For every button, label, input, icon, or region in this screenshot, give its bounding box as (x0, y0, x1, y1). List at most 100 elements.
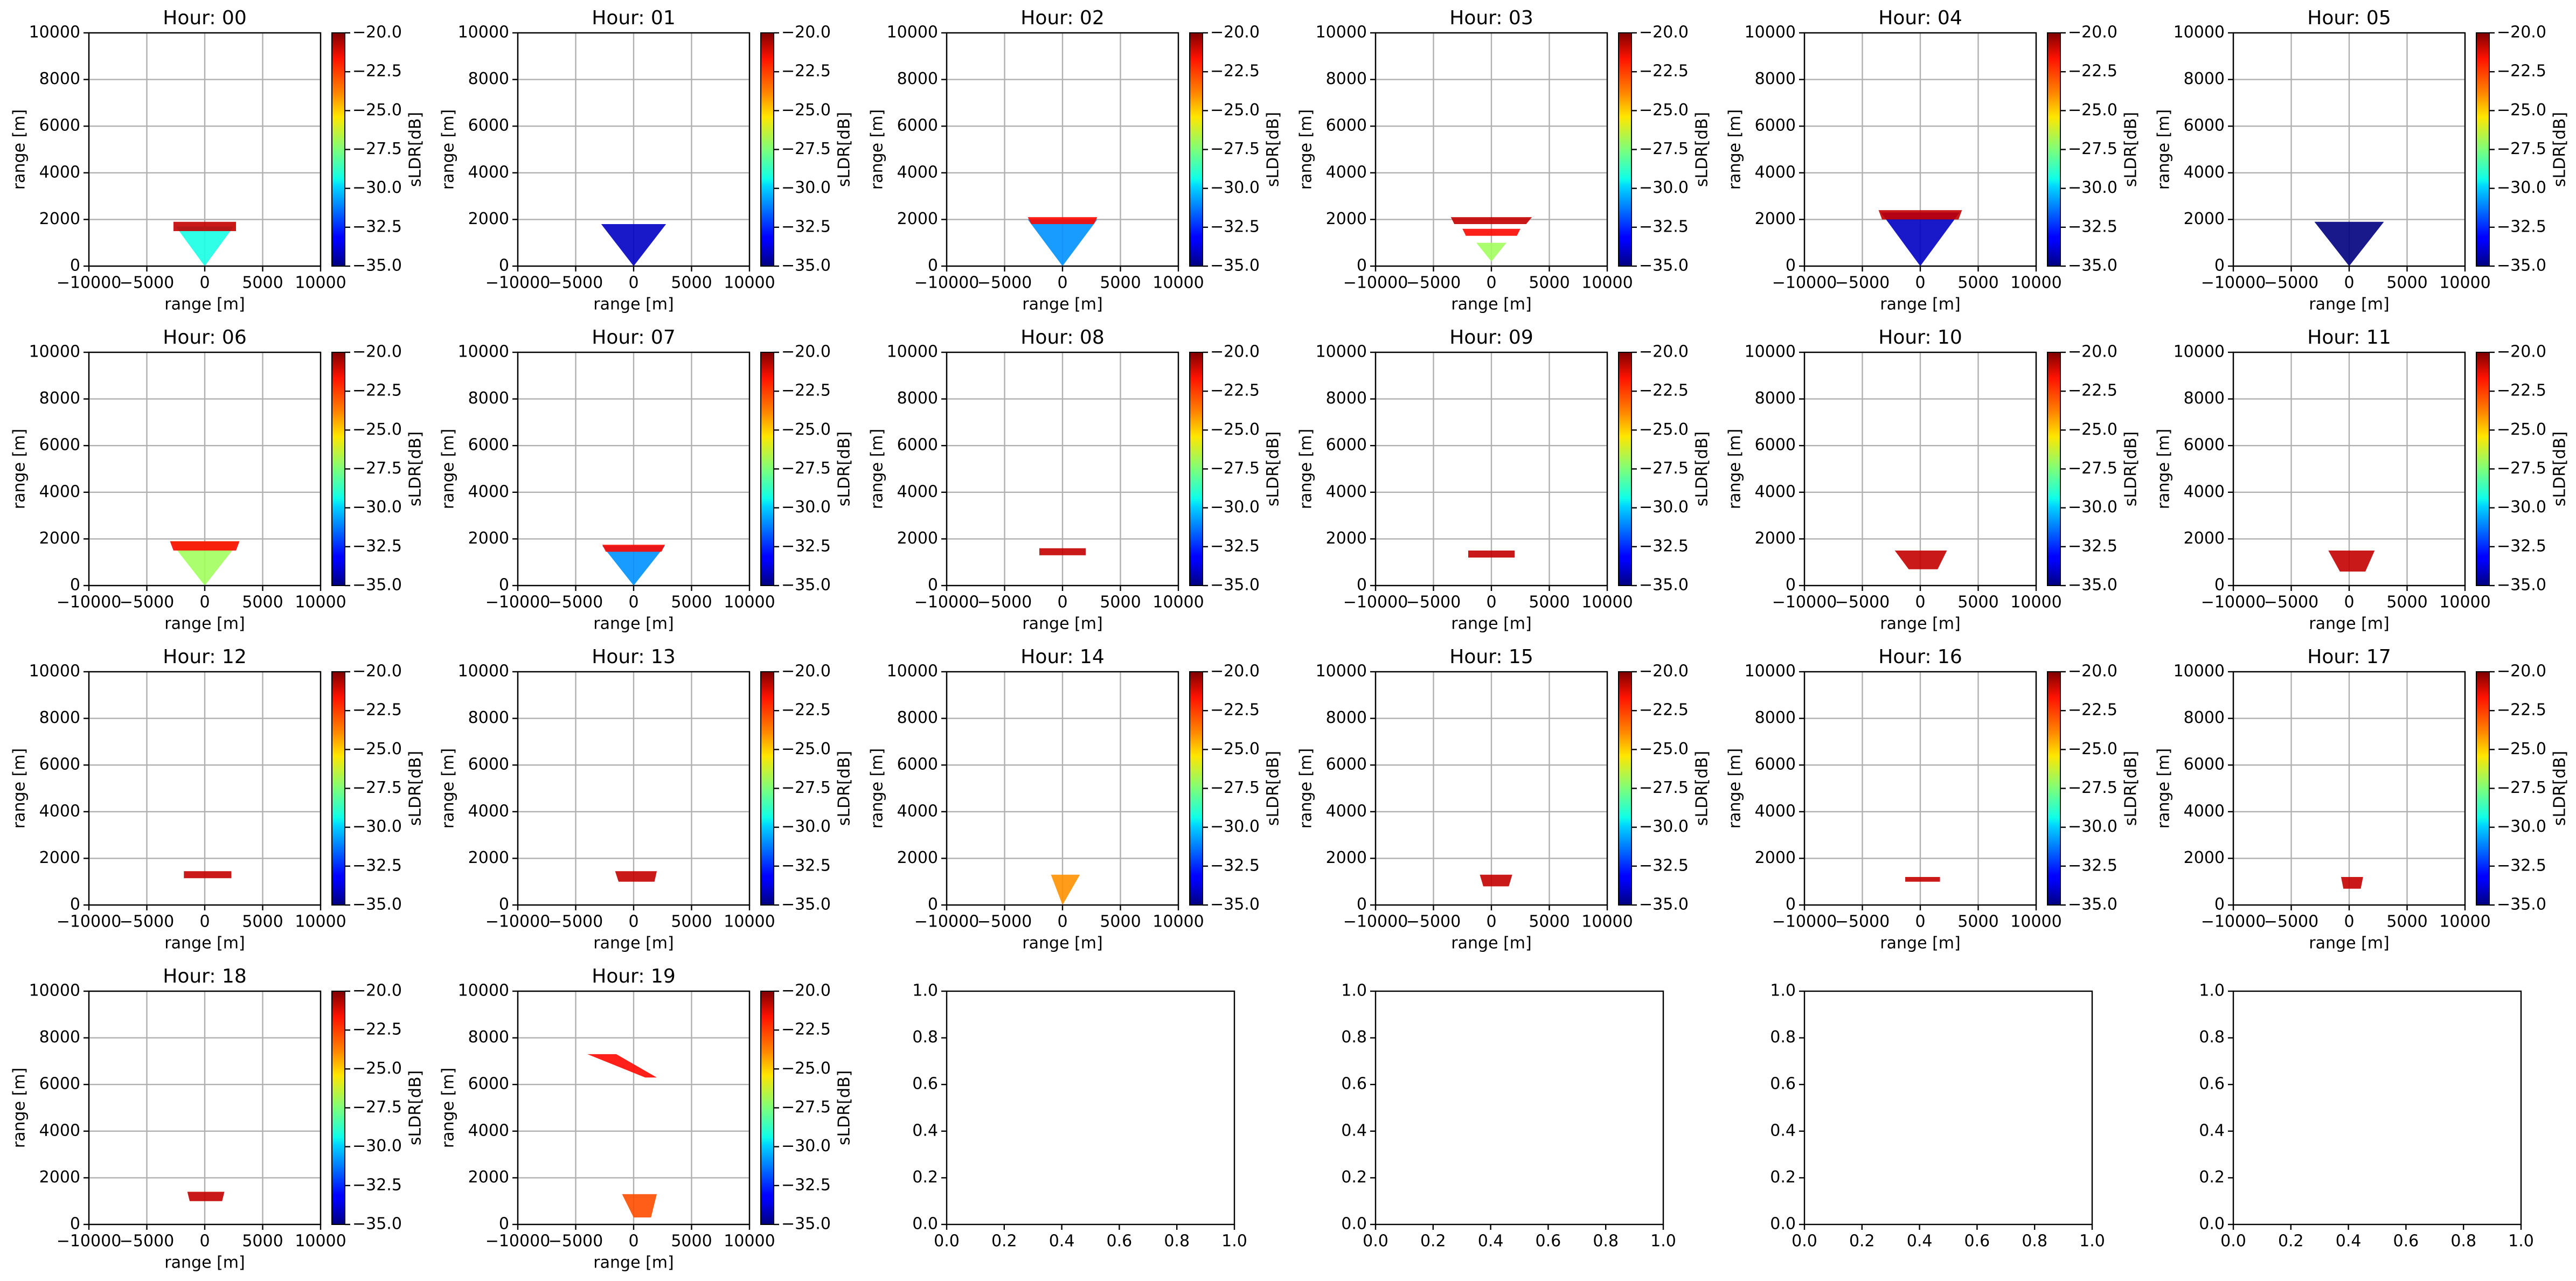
colorbar-tick-label: −25.0 (1639, 740, 1689, 758)
scan-patch (170, 541, 240, 551)
y-tick-label: 1.0 (2199, 981, 2225, 1000)
colorbar-tick-label: −27.5 (2497, 459, 2546, 478)
colorbar-tick-label: −27.5 (352, 140, 402, 158)
x-tick-label: 10000 (1581, 593, 1633, 612)
plot-frame (517, 32, 751, 267)
colorbar-tick-label: −30.0 (1639, 178, 1689, 197)
x-tick-label: 0 (1057, 274, 1067, 293)
x-axis-label: range [m] (164, 615, 245, 633)
colorbar-tick-label: −20.0 (781, 23, 831, 42)
y-axis-label: range [m] (10, 109, 29, 190)
x-tick-label: 5000 (671, 913, 712, 931)
y-tick-label: 8000 (468, 69, 509, 88)
colorbar-tick-label: −22.5 (2068, 381, 2117, 400)
axes: −10000−5000 0 5000 10000 0 2000 4000 6000 8000 10… (10, 646, 425, 953)
y-tick-label: 10000 (1745, 662, 1796, 681)
x-axis-label: range [m] (593, 1254, 673, 1272)
colorbar-tick-label: −35.0 (2068, 576, 2117, 595)
colorbar-tick-label: −35.0 (2497, 256, 2546, 275)
axes: 0.0 0.2 0.4 0.6 0.8 1.0 0.0 0.2 0.4 0.6 0.8 1.0 (1341, 981, 1676, 1251)
colorbar-tick-label: −32.5 (352, 217, 402, 236)
colorbar (760, 352, 774, 586)
y-tick-label: 6000 (1755, 755, 1796, 774)
x-tick-label: 10000 (2439, 913, 2490, 931)
colorbar-tick-label: −22.5 (2068, 62, 2117, 81)
x-tick-label: 10000 (724, 274, 775, 293)
y-tick-label: 2000 (39, 1168, 80, 1187)
colorbar-tick-label: −35.0 (352, 1215, 402, 1234)
x-tick-label: 5000 (2386, 593, 2427, 612)
colorbar (2047, 671, 2061, 906)
colorbar-tick-label: −22.5 (2497, 701, 2546, 720)
scan-patch (2341, 877, 2363, 889)
colorbar-tick-label: −25.0 (2068, 740, 2117, 758)
colorbar-tick-label: −22.5 (781, 701, 831, 720)
colorbar-tick-label: −32.5 (781, 856, 831, 875)
y-tick-label: 4000 (1755, 482, 1796, 501)
y-axis-label: range [m] (1726, 748, 1745, 829)
colorbar-tick-label: −22.5 (352, 1020, 402, 1039)
x-tick-label: −10000 (914, 593, 980, 612)
colorbar-label: sLDR[dB] (835, 751, 854, 826)
y-tick-label: 10000 (2174, 343, 2225, 361)
scan-patch (187, 1192, 225, 1201)
x-tick-label: 5000 (242, 274, 283, 293)
plot-frame (1803, 351, 2037, 587)
x-tick-label: 0.2 (1420, 1232, 1446, 1251)
y-tick-label: 8000 (468, 389, 509, 408)
y-tick-label: 8000 (2184, 389, 2225, 408)
y-tick-label: 0 (2214, 256, 2225, 275)
y-tick-label: 0.2 (1341, 1168, 1367, 1187)
scan-patch (1878, 210, 1962, 220)
scan-patch (1480, 874, 1512, 887)
colorbar-tick-label: −32.5 (1639, 217, 1689, 236)
y-tick-label: 10000 (29, 662, 80, 681)
y-tick-label: 4000 (2184, 482, 2225, 501)
y-axis-label: range [m] (868, 748, 887, 829)
colorbar-tick-label: −22.5 (1639, 701, 1689, 720)
colorbar-tick-label: −20.0 (1639, 23, 1689, 42)
y-tick-label: 10000 (458, 662, 509, 681)
y-tick-label: 8000 (39, 69, 80, 88)
x-tick-label: 5000 (1957, 913, 1998, 931)
y-tick-label: 6000 (1326, 116, 1367, 135)
colorbar-label: sLDR[dB] (1264, 112, 1283, 187)
y-tick-label: 10000 (458, 343, 509, 361)
panel-title: Hour: 16 (1878, 646, 1962, 668)
axes: 0.0 0.2 0.4 0.6 0.8 1.0 0.0 0.2 0.4 0.6 0.8 1.0 (912, 981, 1247, 1251)
x-tick-label: 0 (2344, 274, 2354, 293)
panel-title: Hour: 19 (592, 965, 675, 987)
colorbar-tick-label: −30.0 (1210, 498, 1260, 517)
colorbar-tick-label: −25.0 (352, 740, 402, 758)
colorbar-tick-label: −27.5 (2068, 140, 2117, 158)
y-axis-label: range [m] (1726, 429, 1745, 509)
y-tick-label: 10000 (2174, 23, 2225, 42)
plot-frame (946, 351, 1179, 587)
y-tick-label: 10000 (2174, 662, 2225, 681)
axes: −10000−5000 0 5000 10000 0 2000 4000 6000 8000 10… (10, 326, 425, 633)
x-axis-label: range [m] (164, 295, 245, 314)
colorbar-tick-label: −25.0 (1210, 420, 1260, 439)
x-axis-label: range [m] (2309, 295, 2389, 314)
colorbar-tick-label: −27.5 (1639, 140, 1689, 158)
colorbar-tick-label: −25.0 (1210, 101, 1260, 120)
panel-title: Hour: 07 (592, 326, 675, 349)
colorbar-tick-label: −20.0 (781, 662, 831, 681)
colorbar-tick-label: −27.5 (781, 140, 831, 158)
colorbar-tick-label: −35.0 (352, 256, 402, 275)
x-axis-label: range [m] (593, 615, 673, 633)
x-tick-label: −10000 (2201, 913, 2266, 931)
x-axis-label: range [m] (1022, 295, 1102, 314)
x-tick-label: −10000 (1343, 274, 1408, 293)
panel-title: Hour: 01 (592, 7, 675, 29)
y-tick-label: 10000 (29, 981, 80, 1000)
colorbar (760, 32, 774, 267)
y-tick-label: 8000 (1755, 708, 1796, 727)
y-tick-label: 6000 (39, 116, 80, 135)
y-tick-label: 0 (499, 1215, 509, 1234)
plot-frame (2232, 351, 2466, 587)
colorbar-label: sLDR[dB] (2122, 431, 2141, 506)
scan-patch (184, 871, 232, 879)
colorbar-tick-label: −27.5 (1210, 778, 1260, 797)
x-tick-label: 0.4 (2336, 1232, 2362, 1251)
